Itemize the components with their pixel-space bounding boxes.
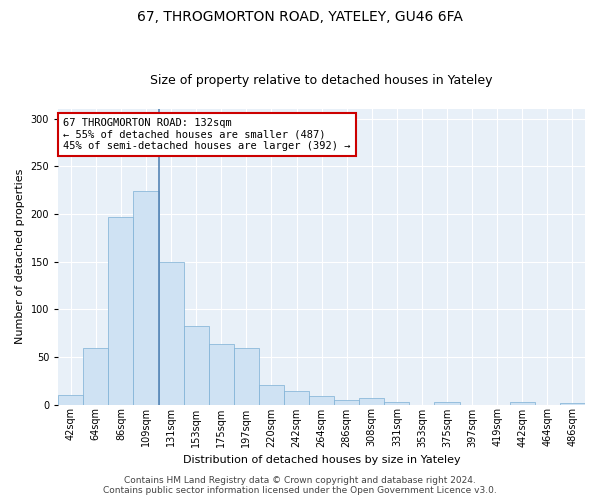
Bar bbox=[309, 396, 334, 404]
Bar bbox=[259, 386, 284, 404]
Bar bbox=[109, 216, 133, 404]
Bar bbox=[510, 402, 535, 404]
X-axis label: Distribution of detached houses by size in Yateley: Distribution of detached houses by size … bbox=[183, 455, 460, 465]
Bar bbox=[133, 191, 158, 404]
Bar bbox=[83, 348, 109, 405]
Bar bbox=[334, 400, 359, 404]
Text: 67 THROGMORTON ROAD: 132sqm
← 55% of detached houses are smaller (487)
45% of se: 67 THROGMORTON ROAD: 132sqm ← 55% of det… bbox=[64, 118, 351, 151]
Bar bbox=[234, 348, 259, 405]
Bar bbox=[385, 402, 409, 404]
Text: 67, THROGMORTON ROAD, YATELEY, GU46 6FA: 67, THROGMORTON ROAD, YATELEY, GU46 6FA bbox=[137, 10, 463, 24]
Title: Size of property relative to detached houses in Yateley: Size of property relative to detached ho… bbox=[151, 74, 493, 87]
Bar bbox=[209, 344, 234, 405]
Bar bbox=[158, 262, 184, 404]
Bar bbox=[184, 326, 209, 404]
Text: Contains HM Land Registry data © Crown copyright and database right 2024.
Contai: Contains HM Land Registry data © Crown c… bbox=[103, 476, 497, 495]
Bar bbox=[58, 395, 83, 404]
Bar bbox=[560, 402, 585, 404]
Y-axis label: Number of detached properties: Number of detached properties bbox=[15, 169, 25, 344]
Bar bbox=[284, 391, 309, 404]
Bar bbox=[359, 398, 385, 404]
Bar bbox=[434, 402, 460, 404]
